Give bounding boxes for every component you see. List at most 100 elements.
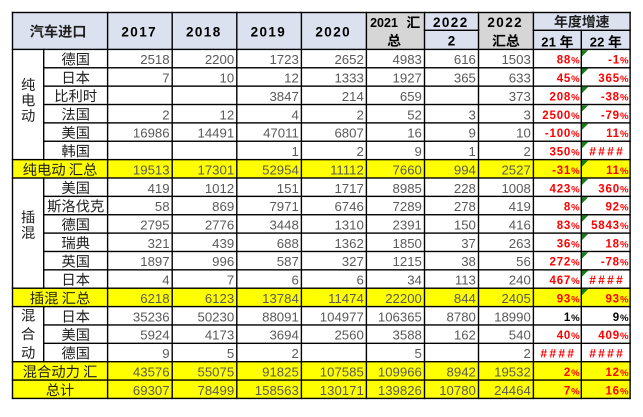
svg-text:4: 4 — [291, 107, 298, 122]
svg-text:263: 263 — [509, 236, 531, 251]
svg-text:69307: 69307 — [133, 383, 170, 398]
svg-text:7289: 7289 — [393, 199, 422, 214]
svg-text:%: % — [571, 368, 580, 379]
svg-text:7: 7 — [227, 273, 234, 288]
svg-text:419: 419 — [509, 199, 531, 214]
svg-text:365: 365 — [598, 73, 620, 85]
svg-text:11474: 11474 — [328, 291, 364, 306]
svg-text:78499: 78499 — [198, 383, 235, 398]
svg-text:%: % — [620, 239, 629, 250]
svg-text:16986: 16986 — [133, 126, 170, 141]
svg-text:8985: 8985 — [393, 181, 422, 196]
svg-text:%: % — [620, 331, 629, 342]
svg-text:%: % — [571, 92, 580, 103]
svg-text:8942: 8942 — [447, 365, 476, 380]
svg-text:%: % — [571, 276, 580, 287]
svg-text:109966: 109966 — [378, 365, 422, 380]
svg-text:2527: 2527 — [501, 162, 530, 177]
svg-text:%: % — [571, 386, 580, 397]
svg-text:6: 6 — [356, 273, 363, 288]
svg-text:1333: 1333 — [334, 71, 363, 86]
svg-text:-38: -38 — [601, 91, 620, 103]
svg-text:%: % — [620, 92, 629, 103]
svg-text:3588: 3588 — [393, 328, 422, 343]
svg-text:9: 9 — [415, 144, 422, 159]
svg-text:2: 2 — [523, 144, 530, 159]
svg-text:%: % — [620, 258, 629, 269]
svg-text:-31: -31 — [552, 165, 571, 177]
svg-text:4983: 4983 — [393, 52, 422, 67]
svg-text:2518: 2518 — [140, 52, 169, 67]
svg-text:93: 93 — [557, 294, 571, 306]
svg-text:%: % — [571, 203, 580, 214]
svg-text:37: 37 — [461, 236, 476, 251]
svg-text:2: 2 — [523, 346, 530, 361]
svg-text:996: 996 — [212, 254, 234, 269]
svg-text:4: 4 — [162, 273, 169, 288]
svg-text:106365: 106365 — [378, 309, 422, 324]
svg-text:1897: 1897 — [140, 254, 169, 269]
svg-text:52954: 52954 — [262, 162, 299, 177]
svg-text:%: % — [620, 203, 629, 214]
svg-text:11: 11 — [606, 128, 620, 140]
svg-text:%: % — [620, 184, 629, 195]
svg-text:5843: 5843 — [591, 220, 620, 232]
svg-text:19532: 19532 — [494, 365, 531, 380]
svg-text:12: 12 — [220, 107, 235, 122]
svg-text:1: 1 — [564, 312, 571, 324]
svg-text:%: % — [571, 221, 580, 232]
svg-text:8: 8 — [564, 202, 571, 214]
svg-text:14491: 14491 — [198, 126, 235, 141]
svg-text:2500: 2500 — [542, 110, 571, 122]
svg-text:10: 10 — [516, 126, 531, 141]
svg-text:365: 365 — [454, 71, 476, 86]
svg-text:2: 2 — [356, 107, 363, 122]
svg-text:7660: 7660 — [393, 162, 422, 177]
svg-text:5: 5 — [415, 346, 422, 361]
svg-text:1723: 1723 — [269, 52, 298, 67]
svg-text:-1: -1 — [608, 55, 620, 67]
svg-text:9: 9 — [613, 312, 620, 324]
svg-text:%: % — [620, 313, 629, 324]
svg-text:688: 688 — [277, 236, 299, 251]
svg-text:439: 439 — [212, 236, 234, 251]
svg-text:350: 350 — [550, 147, 572, 159]
svg-text:35236: 35236 — [133, 309, 170, 324]
svg-text:1362: 1362 — [334, 236, 363, 251]
svg-text:47011: 47011 — [263, 126, 299, 141]
svg-text:1927: 1927 — [393, 71, 422, 86]
svg-text:1: 1 — [469, 144, 476, 159]
svg-text:18: 18 — [605, 238, 619, 250]
svg-text:4173: 4173 — [205, 328, 234, 343]
svg-text:1503: 1503 — [501, 52, 530, 67]
svg-text:240: 240 — [509, 273, 531, 288]
svg-text:6123: 6123 — [205, 291, 234, 306]
svg-text:36: 36 — [557, 238, 571, 250]
svg-text:1717: 1717 — [334, 181, 363, 196]
svg-text:52: 52 — [407, 107, 422, 122]
svg-text:-78: -78 — [601, 257, 620, 269]
svg-text:####: #### — [589, 347, 625, 361]
svg-text:38: 38 — [461, 254, 476, 269]
svg-text:373: 373 — [509, 89, 531, 104]
svg-text:2022: 2022 — [433, 15, 469, 30]
svg-text:40: 40 — [557, 330, 571, 342]
svg-text:1215: 1215 — [393, 254, 422, 269]
svg-text:2021: 2021 — [370, 16, 398, 30]
svg-text:2652: 2652 — [334, 52, 363, 67]
svg-text:%: % — [571, 239, 580, 250]
svg-text:2: 2 — [448, 34, 456, 49]
svg-text:####: #### — [589, 145, 625, 159]
svg-text:423: 423 — [550, 183, 572, 195]
svg-text:2: 2 — [291, 346, 298, 361]
svg-text:56: 56 — [516, 254, 531, 269]
svg-text:%: % — [620, 56, 629, 67]
svg-text:151: 151 — [277, 181, 299, 196]
svg-text:%: % — [620, 129, 629, 140]
svg-text:113: 113 — [455, 273, 476, 288]
svg-text:%: % — [571, 258, 580, 269]
svg-text:150: 150 — [454, 218, 476, 233]
svg-text:419: 419 — [148, 181, 170, 196]
svg-text:%: % — [571, 129, 580, 140]
svg-text:%: % — [571, 111, 580, 122]
